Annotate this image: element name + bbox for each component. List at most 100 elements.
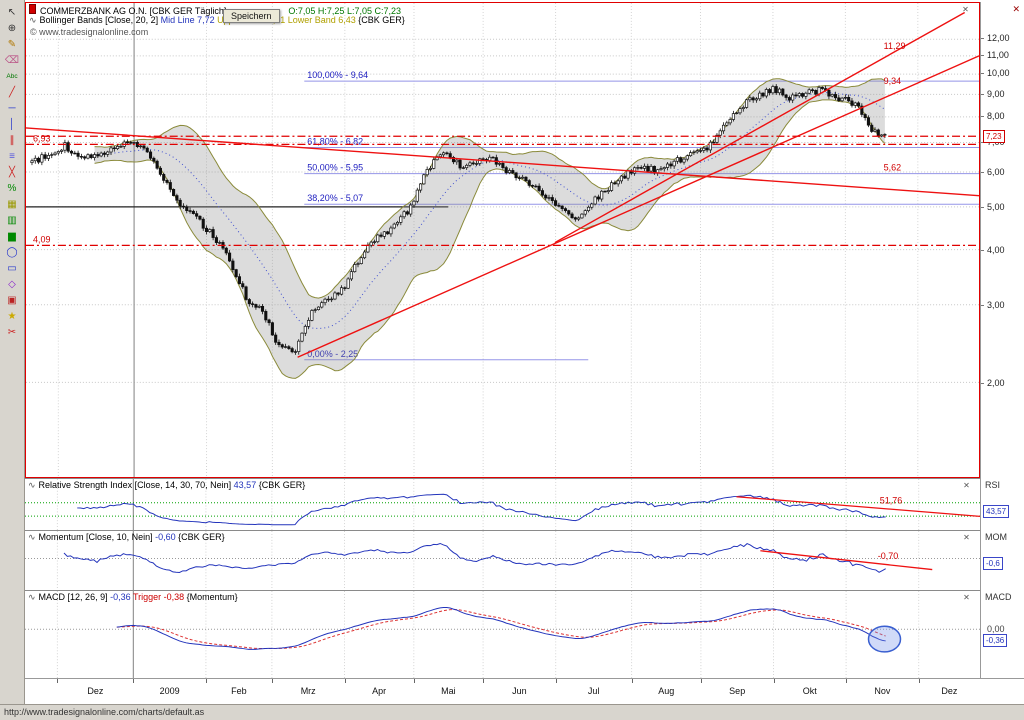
macd-zero-label: 0,00 xyxy=(987,623,1005,634)
month-label: Jul xyxy=(587,686,600,696)
instrument-header: COMMERZBANK AG O.N. [CBK GER Täglich] O:7… xyxy=(29,4,401,16)
cut-tool-icon[interactable]: ✂ xyxy=(7,327,17,338)
horizontal-line-tool-icon[interactable]: ─ xyxy=(8,103,16,114)
fibonacci-fan-tool-icon[interactable]: ╳ xyxy=(8,167,16,178)
axis-tickmark xyxy=(981,116,984,118)
trendline xyxy=(554,11,966,244)
month-label: Feb xyxy=(231,686,247,696)
fibonacci-retracement-tool-icon[interactable]: ≡ xyxy=(9,151,15,162)
fib-label: 38,20% - 5,07 xyxy=(307,193,363,203)
time-tickmark xyxy=(271,679,273,683)
time-tickmark xyxy=(846,679,848,683)
macd-value-box: -0,36 xyxy=(983,633,1008,647)
vertical-line-tool-icon[interactable]: │ xyxy=(8,119,16,130)
macd-canvas[interactable] xyxy=(25,591,980,678)
pointer-tool-icon[interactable]: ↖ xyxy=(7,7,17,18)
rsi-trendline-label: 51,76 xyxy=(880,495,903,505)
rectangle-tool-icon[interactable]: ▭ xyxy=(7,263,17,274)
time-tickmark xyxy=(555,679,557,683)
window-close-button[interactable]: ✕ xyxy=(1012,4,1020,14)
time-tickmark xyxy=(205,679,207,683)
favorite-tool-icon[interactable]: ★ xyxy=(7,311,17,322)
eraser-tool-icon[interactable]: ⌫ xyxy=(4,55,20,66)
hline-label: 6,93 xyxy=(33,133,50,143)
speichern-tooltip: Speichern xyxy=(223,9,280,23)
momentum-panel-close-button[interactable]: ✕ xyxy=(963,533,970,542)
text-tool-icon[interactable]: Abc xyxy=(6,73,18,80)
momentum-canvas[interactable]: -0,70 xyxy=(25,531,980,590)
trendline xyxy=(26,127,979,197)
momentum-axis-label: MOM xyxy=(985,532,1007,542)
time-tickmark xyxy=(631,679,633,683)
rsi-canvas[interactable]: 51,76 xyxy=(25,479,980,530)
text-segment: {CBK GER} xyxy=(358,15,405,25)
month-label: Aug xyxy=(658,686,675,696)
text-segment: H:7,25 xyxy=(315,6,345,16)
text-segment: COMMERZBANK AG O.N. [CBK GER Täglich] xyxy=(40,6,227,16)
macd-axis-label: MACD xyxy=(985,592,1012,602)
momentum-trendline xyxy=(760,550,933,571)
channel-tool-icon[interactable]: ∥ xyxy=(9,135,15,146)
pencil-tool-icon[interactable]: ✎ xyxy=(7,39,17,50)
price-tick-label: 10,00 xyxy=(987,68,1010,79)
delete-tool-icon[interactable]: ▣ xyxy=(7,295,17,306)
price-tick-label: 5,00 xyxy=(987,201,1005,212)
fib-label: 100,00% - 9,64 xyxy=(307,70,368,80)
text-segment: {Momentum} xyxy=(186,592,238,602)
price-panel: 100,00% - 9,64 61,80% - 6,82 50,00% - 5,95… xyxy=(25,2,980,478)
trendline xyxy=(297,55,979,358)
axis-tickmark xyxy=(981,55,984,57)
time-tickmark xyxy=(413,679,415,683)
trendline-label: 5,62 xyxy=(884,162,901,172)
text-segment: Mid Line 7,72 xyxy=(160,15,218,25)
text-segment: {CBK GER} xyxy=(178,532,225,542)
trendline-label: 9,34 xyxy=(884,76,901,86)
text-segment: -0,60 xyxy=(155,532,179,542)
month-label: Sep xyxy=(729,686,746,696)
crosshair-tool-icon[interactable]: ⊕ xyxy=(7,23,17,34)
trendline-tool-icon[interactable]: ╱ xyxy=(8,87,16,98)
status-bar: http://www.tradesignalonline.com/charts/… xyxy=(0,704,1024,720)
text-segment: {CBK GER} xyxy=(258,480,306,490)
momentum-panel: -0,70 ∿ Momentum [Close, 10, Nein] -0,60 … xyxy=(25,530,980,590)
rsi-axis-label: RSI xyxy=(985,480,1001,490)
gann-grid-tool-icon[interactable]: ▦ xyxy=(7,199,17,210)
text-segment: 43,57 xyxy=(233,480,259,490)
price-tick-label: 2,00 xyxy=(987,377,1005,388)
price-tick-label: 6,00 xyxy=(987,166,1005,177)
instrument-icon xyxy=(29,4,36,14)
price-chart-canvas[interactable]: 100,00% - 9,64 61,80% - 6,82 50,00% - 5,95… xyxy=(26,3,979,477)
last-price-box: 7,23 xyxy=(983,129,1005,143)
price-tick-label: 4,00 xyxy=(987,244,1005,255)
price-tick-label: 12,00 xyxy=(987,33,1010,44)
text-segment: L:7,05 xyxy=(344,6,372,16)
regression-tool-icon[interactable]: ▥ xyxy=(7,215,17,226)
month-label: Dez xyxy=(941,686,958,696)
indicator-icon: ∿ xyxy=(28,532,36,542)
rsi-panel-close-button[interactable]: ✕ xyxy=(963,481,970,490)
month-label: Jun xyxy=(512,686,527,696)
macd-panel-close-button[interactable]: ✕ xyxy=(963,593,970,602)
histogram-tool-icon[interactable]: ▆ xyxy=(8,231,16,242)
axis-tickmark xyxy=(981,206,984,208)
rsi-trendline xyxy=(736,496,980,517)
price-panel-close-button[interactable]: ✕ xyxy=(962,5,969,14)
trendline-label: 11,29 xyxy=(884,41,906,51)
axis-tickmark xyxy=(981,249,984,251)
time-tickmark xyxy=(700,679,702,683)
percent-retracement-tool-icon[interactable]: % xyxy=(7,183,17,194)
macd-highlight-ellipse xyxy=(867,625,902,653)
polygon-tool-icon[interactable]: ◇ xyxy=(8,279,16,290)
hline-label: 4,09 xyxy=(33,234,50,244)
text-segment: Relative Strength Index [Close, 14, 30, … xyxy=(38,480,234,490)
axis-tickmark xyxy=(981,73,984,75)
indicator-icon: ∿ xyxy=(28,592,36,602)
axis-tickmark xyxy=(981,142,984,144)
drawing-toolbar: ↖ ⊕ ✎ ⌫ Abc ╱ ─ │ ∥ ≡ ╳% ▦ ▥ ▆ ◯ ▭ ◇ ▣ ★ ✂ xyxy=(0,0,25,704)
ellipse-tool-icon[interactable]: ◯ xyxy=(6,247,18,258)
time-tickmark xyxy=(57,679,59,683)
text-segment: Trigger -0,38 xyxy=(132,592,187,602)
month-label: Nov xyxy=(874,686,891,696)
time-axis: Dez 2009 Feb Mrz Apr Mai Jun Jul Aug Sep Okt Nov Dez xyxy=(25,678,1024,704)
axis-tickmark xyxy=(981,171,984,173)
